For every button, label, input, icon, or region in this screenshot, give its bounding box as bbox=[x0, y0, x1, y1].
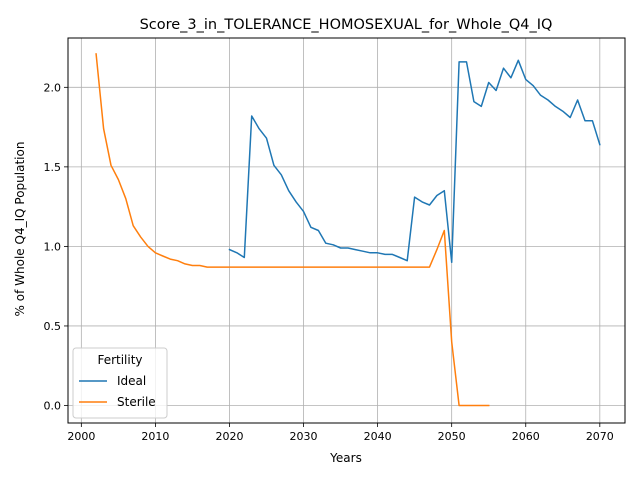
plot-lines bbox=[95, 53, 601, 407]
legend-label-ideal: Ideal bbox=[117, 374, 146, 388]
series-line-ideal bbox=[228, 59, 601, 264]
legend-title: Fertility bbox=[97, 353, 142, 367]
y-tick-label: 1.0 bbox=[44, 240, 62, 253]
x-tick-label: 2030 bbox=[290, 430, 318, 443]
ticks: 2000 2010 2020 2030 2040 2050 2060 2070 0.0 0.5 1.… bbox=[44, 81, 614, 443]
chart-title: Score_3_in_TOLERANCE_HOMOSEXUAL_for_Whol… bbox=[140, 17, 553, 33]
axes-frame bbox=[67, 37, 626, 424]
legend-label-sterile: Sterile bbox=[117, 395, 156, 409]
y-tick-label: 2.0 bbox=[44, 81, 62, 94]
x-tick-label: 2000 bbox=[67, 430, 95, 443]
legend-box bbox=[72, 347, 168, 419]
x-tick-label: 2020 bbox=[215, 430, 243, 443]
grid bbox=[68, 38, 625, 423]
x-tick-label: 2050 bbox=[438, 430, 466, 443]
x-axis-label: Years bbox=[329, 451, 362, 465]
y-tick-label: 0.5 bbox=[44, 320, 62, 333]
y-tick-label: 0.0 bbox=[44, 400, 62, 413]
x-tick-label: 2070 bbox=[586, 430, 614, 443]
x-tick-label: 2040 bbox=[364, 430, 392, 443]
y-axis-label: % of Whole Q4_IQ Population bbox=[13, 142, 27, 317]
x-tick-label: 2010 bbox=[141, 430, 169, 443]
series-line-sterile bbox=[95, 53, 490, 407]
y-tick-label: 1.5 bbox=[44, 161, 62, 174]
legend: Fertility Ideal Sterile bbox=[72, 347, 168, 419]
x-tick-label: 2060 bbox=[512, 430, 540, 443]
